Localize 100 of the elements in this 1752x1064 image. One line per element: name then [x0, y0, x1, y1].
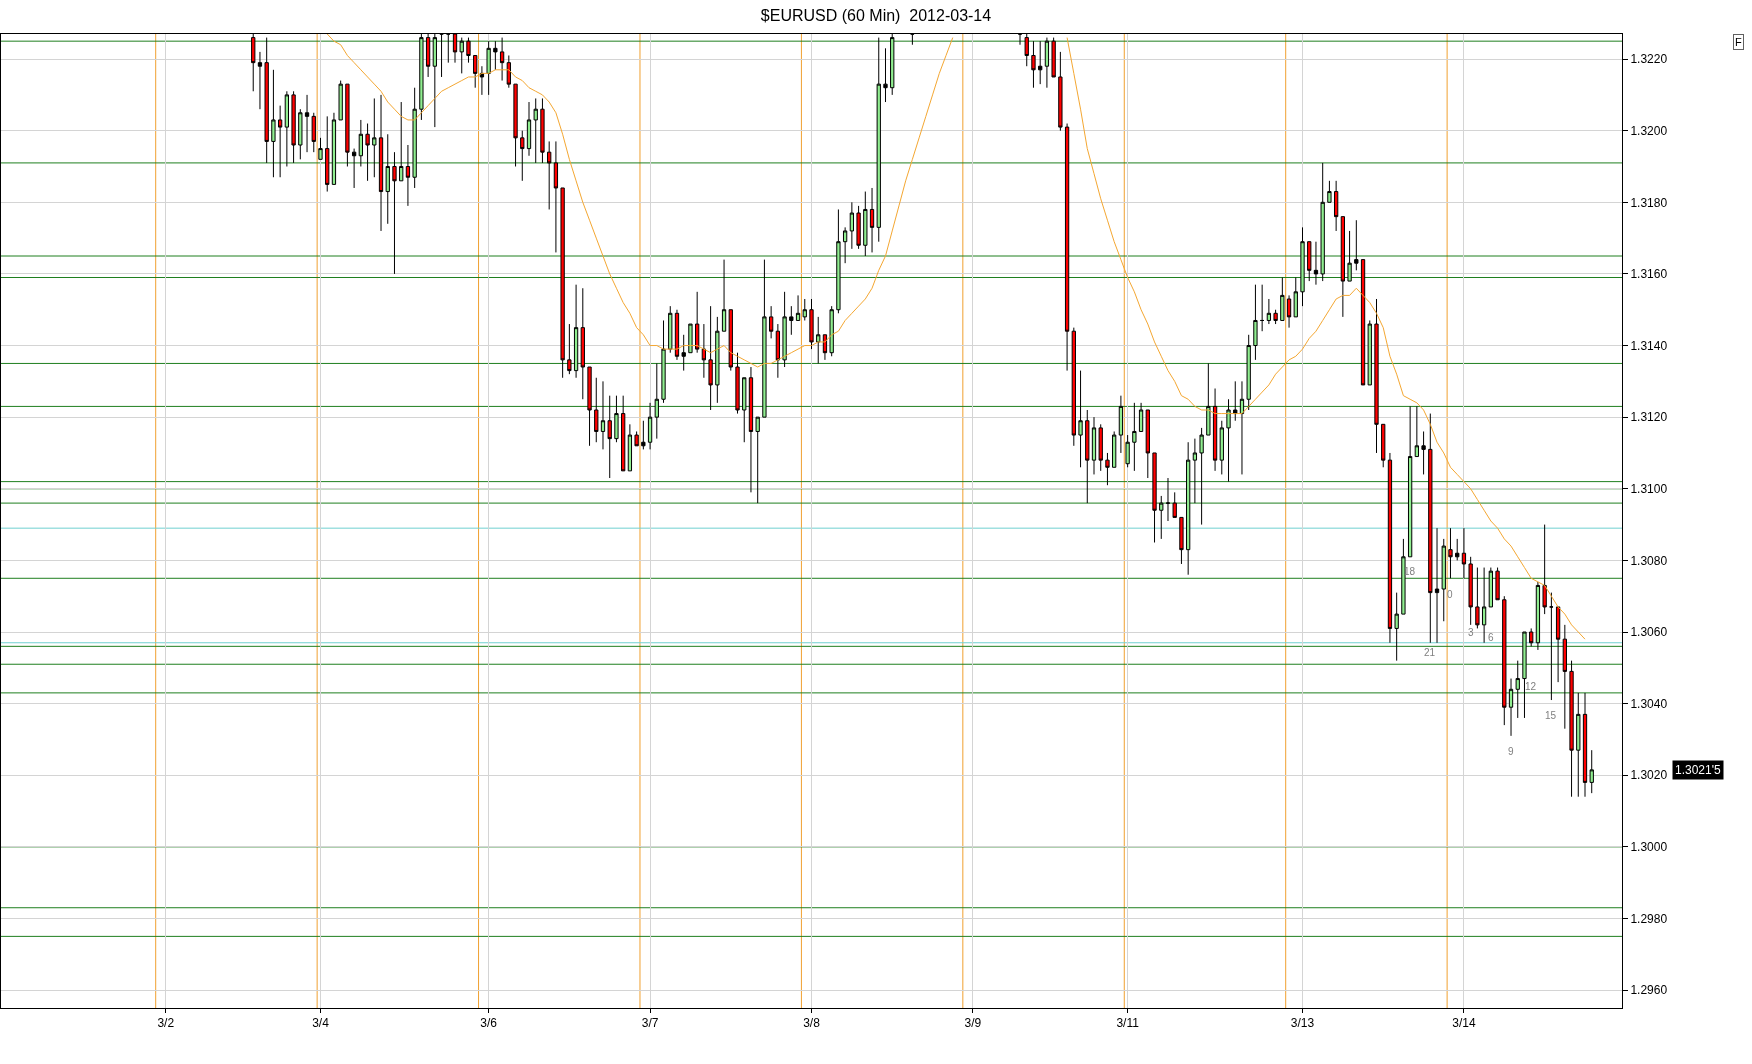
- candlestick: [567, 323, 572, 375]
- candlestick: [573, 284, 579, 379]
- candlestick: [1293, 277, 1298, 318]
- candlestick: [345, 83, 350, 167]
- y-tick-label: 1.3160: [1630, 267, 1668, 282]
- candlestick: [560, 187, 565, 379]
- candlestick: [1064, 123, 1070, 372]
- candlestick: [1549, 592, 1554, 701]
- candlestick: [674, 309, 680, 361]
- x-tick-label: 3/14: [1452, 1016, 1476, 1031]
- candlestick: [1508, 678, 1514, 737]
- candlestick: [869, 187, 875, 253]
- candlestick: [399, 101, 404, 182]
- candlestick: [735, 352, 740, 415]
- candlestick: [876, 37, 881, 243]
- candlestick: [1327, 180, 1332, 203]
- candlestick: [1038, 40, 1043, 85]
- annotation: 9: [1508, 746, 1514, 757]
- candlestick: [1078, 370, 1083, 468]
- candlestick: [688, 323, 693, 354]
- candlestick: [1186, 441, 1191, 576]
- candlestick: [1112, 430, 1117, 468]
- candlestick: [580, 287, 585, 400]
- candlestick: [1125, 434, 1130, 468]
- candlestick: [405, 144, 411, 207]
- candlestick: [372, 97, 377, 178]
- candlestick: [1535, 581, 1541, 651]
- candlestick: [822, 334, 828, 361]
- candlestick: [1031, 40, 1036, 89]
- candlestick: [1589, 749, 1594, 794]
- candlestick: [358, 119, 363, 167]
- candlestick: [1212, 388, 1218, 472]
- annotation: 15: [1545, 710, 1557, 721]
- candlestick: [1387, 452, 1393, 644]
- candlestick: [641, 420, 646, 450]
- candlestick: [351, 148, 357, 189]
- candlestick: [802, 298, 807, 321]
- x-tick-label: 3/8: [803, 1016, 821, 1031]
- candlestick: [513, 83, 518, 167]
- candlestick: [331, 112, 337, 185]
- candlestick: [338, 80, 343, 121]
- candlestick: [506, 54, 511, 89]
- candlestick: [533, 97, 538, 164]
- candlestick: [721, 259, 727, 332]
- text: 1.3021'5: [1675, 763, 1721, 777]
- candlestick: [1529, 627, 1534, 647]
- candlestick: [789, 305, 794, 336]
- candlestick: [1488, 567, 1493, 608]
- candlestick: [1246, 334, 1251, 411]
- candlestick: [1105, 452, 1110, 486]
- candlestick: [1239, 380, 1245, 475]
- candlestick: [1562, 624, 1567, 730]
- candlestick: [1468, 556, 1473, 626]
- x-tick-label: 3/6: [480, 1016, 498, 1031]
- candlestick: [1455, 538, 1460, 561]
- y-tick-label: 1.3180: [1630, 195, 1668, 210]
- chart-title: $EURUSD (60 Min) 2012-03-14: [760, 6, 992, 24]
- candlestick: [856, 205, 861, 250]
- candlestick: [668, 305, 673, 354]
- candlestick: [1226, 398, 1231, 483]
- candlestick: [1401, 538, 1406, 615]
- y-tick-label: 1.3040: [1630, 696, 1668, 711]
- candlestick: [681, 334, 686, 372]
- candlestick: [493, 40, 498, 71]
- candlestick: [1475, 567, 1480, 629]
- candlestick: [1071, 327, 1076, 447]
- candlestick: [1428, 413, 1433, 644]
- candlestick: [1515, 660, 1520, 719]
- candlestick: [1320, 162, 1325, 282]
- candlestick: [540, 97, 545, 164]
- candlestick: [654, 362, 659, 440]
- candlestick: [708, 305, 713, 411]
- candlestick: [1347, 230, 1352, 282]
- candlestick: [547, 140, 552, 210]
- candlestick: [318, 137, 323, 160]
- annotation: 12: [1525, 681, 1537, 692]
- candlestick: [325, 115, 330, 193]
- candlestick: [1098, 423, 1103, 472]
- candlestick: [1280, 277, 1285, 321]
- candlestick: [1132, 402, 1137, 472]
- x-tick-label: 3/9: [964, 1016, 982, 1031]
- candlestick: [1260, 284, 1265, 332]
- candlestick: [600, 380, 606, 450]
- candlestick: [883, 47, 888, 103]
- y-tick-label: 1.3200: [1630, 123, 1668, 138]
- candlestick: [1286, 294, 1292, 329]
- candlestick: [1421, 430, 1426, 475]
- candlestick: [473, 54, 478, 89]
- candlestick: [1367, 319, 1372, 386]
- candlestick: [1495, 567, 1500, 601]
- candlestick: [1192, 438, 1198, 504]
- candlestick: [1172, 491, 1177, 518]
- candlestick: [1360, 259, 1366, 386]
- candlestick: [1219, 420, 1224, 475]
- candlestick: [1576, 692, 1581, 798]
- candlestick: [1542, 524, 1547, 615]
- candlestick: [1044, 37, 1050, 89]
- candlestick: [1266, 298, 1272, 325]
- annotation: 6: [1488, 632, 1494, 643]
- candlestick: [1307, 241, 1312, 282]
